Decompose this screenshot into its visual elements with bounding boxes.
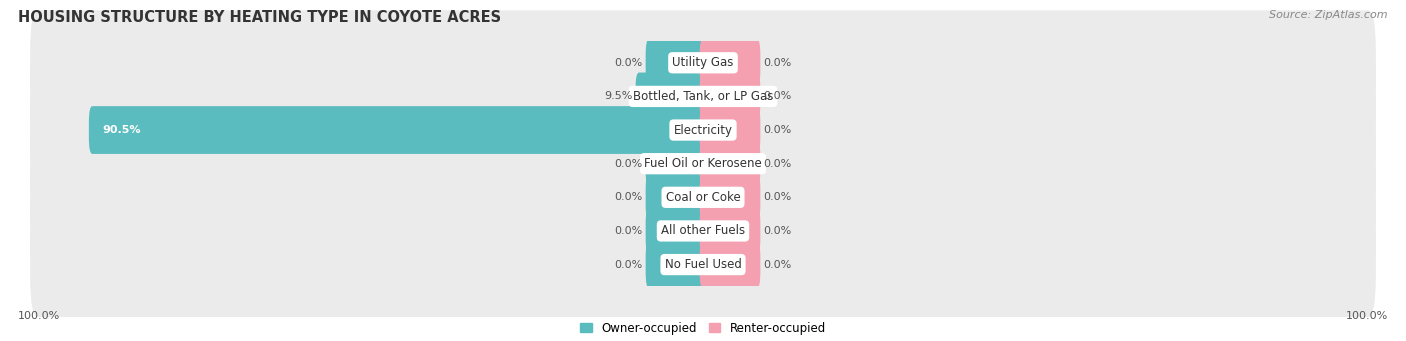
- Text: 0.0%: 0.0%: [763, 91, 792, 101]
- Text: Fuel Oil or Kerosene: Fuel Oil or Kerosene: [644, 157, 762, 170]
- Text: 100.0%: 100.0%: [18, 311, 60, 321]
- FancyBboxPatch shape: [30, 111, 1376, 216]
- FancyBboxPatch shape: [30, 212, 1376, 317]
- FancyBboxPatch shape: [30, 44, 1376, 149]
- FancyBboxPatch shape: [30, 145, 1376, 250]
- Legend: Owner-occupied, Renter-occupied: Owner-occupied, Renter-occupied: [579, 322, 827, 335]
- FancyBboxPatch shape: [30, 178, 1376, 283]
- Text: 0.0%: 0.0%: [763, 125, 792, 135]
- FancyBboxPatch shape: [645, 39, 706, 87]
- Text: Coal or Coke: Coal or Coke: [665, 191, 741, 204]
- FancyBboxPatch shape: [700, 207, 761, 255]
- Text: 0.0%: 0.0%: [763, 226, 792, 236]
- Text: 0.0%: 0.0%: [614, 226, 643, 236]
- FancyBboxPatch shape: [700, 174, 761, 221]
- FancyBboxPatch shape: [645, 207, 706, 255]
- Text: 90.5%: 90.5%: [103, 125, 141, 135]
- FancyBboxPatch shape: [30, 78, 1376, 182]
- Text: 0.0%: 0.0%: [763, 192, 792, 202]
- FancyBboxPatch shape: [89, 106, 706, 154]
- Text: 0.0%: 0.0%: [763, 260, 792, 270]
- Text: 0.0%: 0.0%: [614, 260, 643, 270]
- FancyBboxPatch shape: [645, 241, 706, 288]
- FancyBboxPatch shape: [700, 73, 761, 120]
- Text: 100.0%: 100.0%: [1346, 311, 1388, 321]
- Text: Source: ZipAtlas.com: Source: ZipAtlas.com: [1270, 10, 1388, 20]
- FancyBboxPatch shape: [700, 241, 761, 288]
- Text: 9.5%: 9.5%: [603, 91, 633, 101]
- Text: All other Fuels: All other Fuels: [661, 224, 745, 237]
- FancyBboxPatch shape: [636, 73, 706, 120]
- Text: 0.0%: 0.0%: [614, 192, 643, 202]
- FancyBboxPatch shape: [645, 174, 706, 221]
- Text: 0.0%: 0.0%: [614, 159, 643, 169]
- Text: 0.0%: 0.0%: [763, 58, 792, 68]
- Text: Bottled, Tank, or LP Gas: Bottled, Tank, or LP Gas: [633, 90, 773, 103]
- Text: Utility Gas: Utility Gas: [672, 56, 734, 69]
- Text: 0.0%: 0.0%: [614, 58, 643, 68]
- FancyBboxPatch shape: [645, 140, 706, 188]
- FancyBboxPatch shape: [700, 140, 761, 188]
- Text: HOUSING STRUCTURE BY HEATING TYPE IN COYOTE ACRES: HOUSING STRUCTURE BY HEATING TYPE IN COY…: [18, 10, 502, 25]
- Text: 0.0%: 0.0%: [763, 159, 792, 169]
- FancyBboxPatch shape: [30, 10, 1376, 115]
- FancyBboxPatch shape: [700, 106, 761, 154]
- Text: No Fuel Used: No Fuel Used: [665, 258, 741, 271]
- FancyBboxPatch shape: [700, 39, 761, 87]
- Text: Electricity: Electricity: [673, 123, 733, 136]
